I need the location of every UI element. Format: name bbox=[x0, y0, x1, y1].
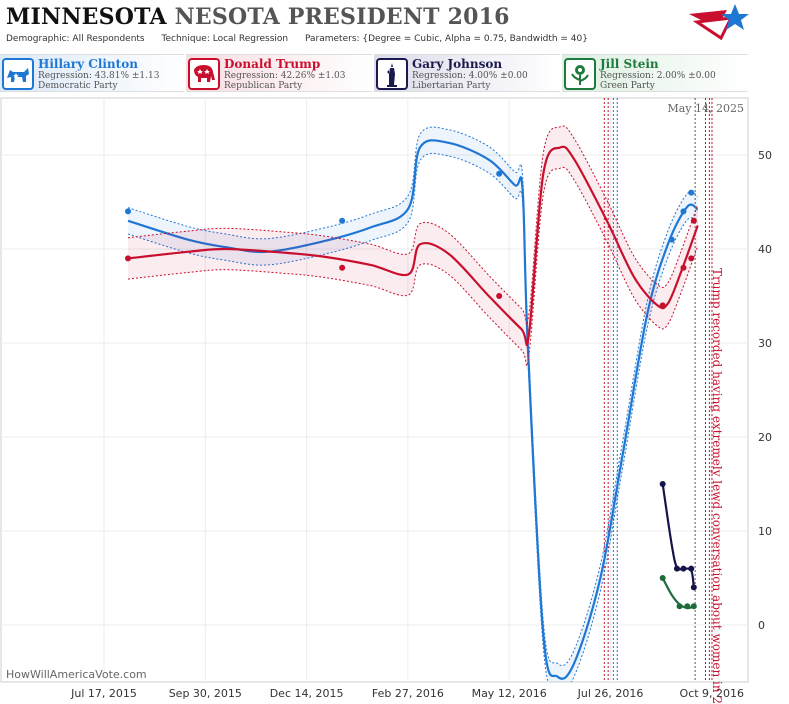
candidate-johnson[interactable]: Gary Johnson Regression: 4.00% ±0.00 Lib… bbox=[374, 54, 560, 92]
demographic-label: Demographic: All Respondents bbox=[6, 34, 145, 44]
x-tick-label: Feb 27, 2016 bbox=[372, 687, 444, 700]
gary-johnson-poll-point bbox=[680, 565, 687, 572]
jill-stein-poll-point bbox=[684, 603, 691, 610]
candidate-legend: Hillary Clinton Regression: 43.81% ±1.13… bbox=[0, 54, 789, 92]
date-label: May 14, 2025 bbox=[667, 102, 744, 115]
technique-label: Technique: Local Regression bbox=[161, 34, 289, 44]
donald-trump-poll-point bbox=[690, 217, 697, 224]
event-annotation: Trump recorded having extremely lewd con… bbox=[710, 268, 724, 704]
candidate-trump[interactable]: Donald Trump Regression: 42.26% ±1.03 Re… bbox=[186, 54, 372, 92]
donald-trump-poll-point bbox=[659, 302, 666, 309]
hillary-clinton-poll-point bbox=[688, 189, 695, 196]
candidate-regression: Regression: 2.00% ±0.00 bbox=[600, 71, 716, 81]
donald-trump-confidence-band bbox=[128, 125, 698, 366]
x-tick-label: Dec 14, 2015 bbox=[270, 687, 344, 700]
candidate-party: Democratic Party bbox=[38, 81, 118, 91]
y-tick-label: 30 bbox=[758, 337, 772, 350]
gary-johnson-poll-point bbox=[688, 565, 695, 572]
candidate-name: Donald Trump bbox=[224, 57, 321, 71]
y-tick-label: 50 bbox=[758, 149, 772, 162]
jill-stein-poll-point bbox=[659, 575, 666, 581]
flower-icon bbox=[564, 58, 596, 90]
jill-stein-poll-point bbox=[690, 603, 697, 610]
x-tick-label: Oct 9, 2016 bbox=[680, 687, 745, 700]
donald-trump-lower-bound bbox=[127, 166, 699, 367]
donald-trump-regression-line bbox=[127, 145, 699, 347]
y-tick-label: 10 bbox=[758, 525, 772, 538]
y-tick-label: 0 bbox=[758, 619, 765, 632]
x-tick-label: Jul 17, 2015 bbox=[70, 687, 137, 700]
series-group bbox=[125, 125, 699, 682]
y-tick-label: 40 bbox=[758, 243, 772, 256]
candidate-name: Jill Stein bbox=[600, 57, 659, 71]
gary-johnson-poll-point bbox=[673, 565, 680, 572]
title-race: NESOTA PRESIDENT 2016 bbox=[174, 4, 510, 30]
donald-trump-poll-point bbox=[688, 255, 695, 262]
donald-trump-poll-point bbox=[680, 264, 687, 271]
candidate-regression: Regression: 43.81% ±1.13 bbox=[38, 71, 160, 81]
regression-chart: Jul 17, 2015 Sep 30, 2015 Dec 14, 2015 Feb … bbox=[0, 97, 772, 704]
parameters-label: Parameters: {Degree = Cubic, Alpha = 0.7… bbox=[305, 34, 588, 44]
donald-trump-poll-point bbox=[339, 264, 346, 271]
brand-star-logo-icon bbox=[689, 4, 749, 41]
parameters-row: Demographic: All Respondents Technique: … bbox=[6, 34, 602, 44]
donald-trump-poll-point bbox=[125, 255, 131, 262]
x-tick-label: Sep 30, 2015 bbox=[169, 687, 242, 700]
plot-frame bbox=[0, 97, 749, 683]
donald-trump-upper-bound bbox=[127, 125, 699, 325]
watermark: HowWillAmericaVote.com bbox=[6, 668, 147, 681]
donald-trump-poll-point bbox=[496, 293, 503, 299]
statue-of-liberty-icon bbox=[376, 58, 408, 90]
hillary-clinton-regression-line bbox=[127, 139, 699, 680]
jill-stein-poll-point bbox=[676, 603, 683, 610]
hillary-clinton-poll-point bbox=[680, 208, 687, 215]
candidate-party: Libertarian Party bbox=[412, 81, 491, 91]
y-tick-label: 20 bbox=[758, 431, 772, 444]
gary-johnson-poll-point bbox=[659, 481, 666, 487]
gary-johnson-poll-point bbox=[690, 584, 697, 591]
candidate-name: Hillary Clinton bbox=[38, 57, 138, 71]
candidate-party: Republican Party bbox=[224, 81, 303, 91]
elephant-icon bbox=[188, 58, 220, 90]
hillary-clinton-poll-point bbox=[668, 236, 675, 243]
donkey-icon bbox=[2, 58, 34, 90]
candidate-clinton[interactable]: Hillary Clinton Regression: 43.81% ±1.13… bbox=[0, 54, 184, 92]
page-title: MINNESOTA NESOTA PRESIDENT 2016 bbox=[6, 4, 510, 30]
hillary-clinton-poll-point bbox=[339, 217, 346, 224]
candidate-regression: Regression: 42.26% ±1.03 bbox=[224, 71, 346, 81]
candidate-party: Green Party bbox=[600, 81, 655, 91]
candidate-name: Gary Johnson bbox=[412, 57, 503, 71]
candidate-stein[interactable]: Jill Stein Regression: 2.00% ±0.00 Green… bbox=[562, 54, 748, 92]
hillary-clinton-poll-point bbox=[125, 208, 131, 215]
x-tick-label: Jul 26, 2016 bbox=[577, 687, 644, 700]
title-state: MINNESOTA bbox=[6, 4, 167, 30]
hillary-clinton-poll-point bbox=[496, 170, 503, 177]
candidate-regression: Regression: 4.00% ±0.00 bbox=[412, 71, 528, 81]
x-tick-label: May 12, 2016 bbox=[472, 687, 547, 700]
